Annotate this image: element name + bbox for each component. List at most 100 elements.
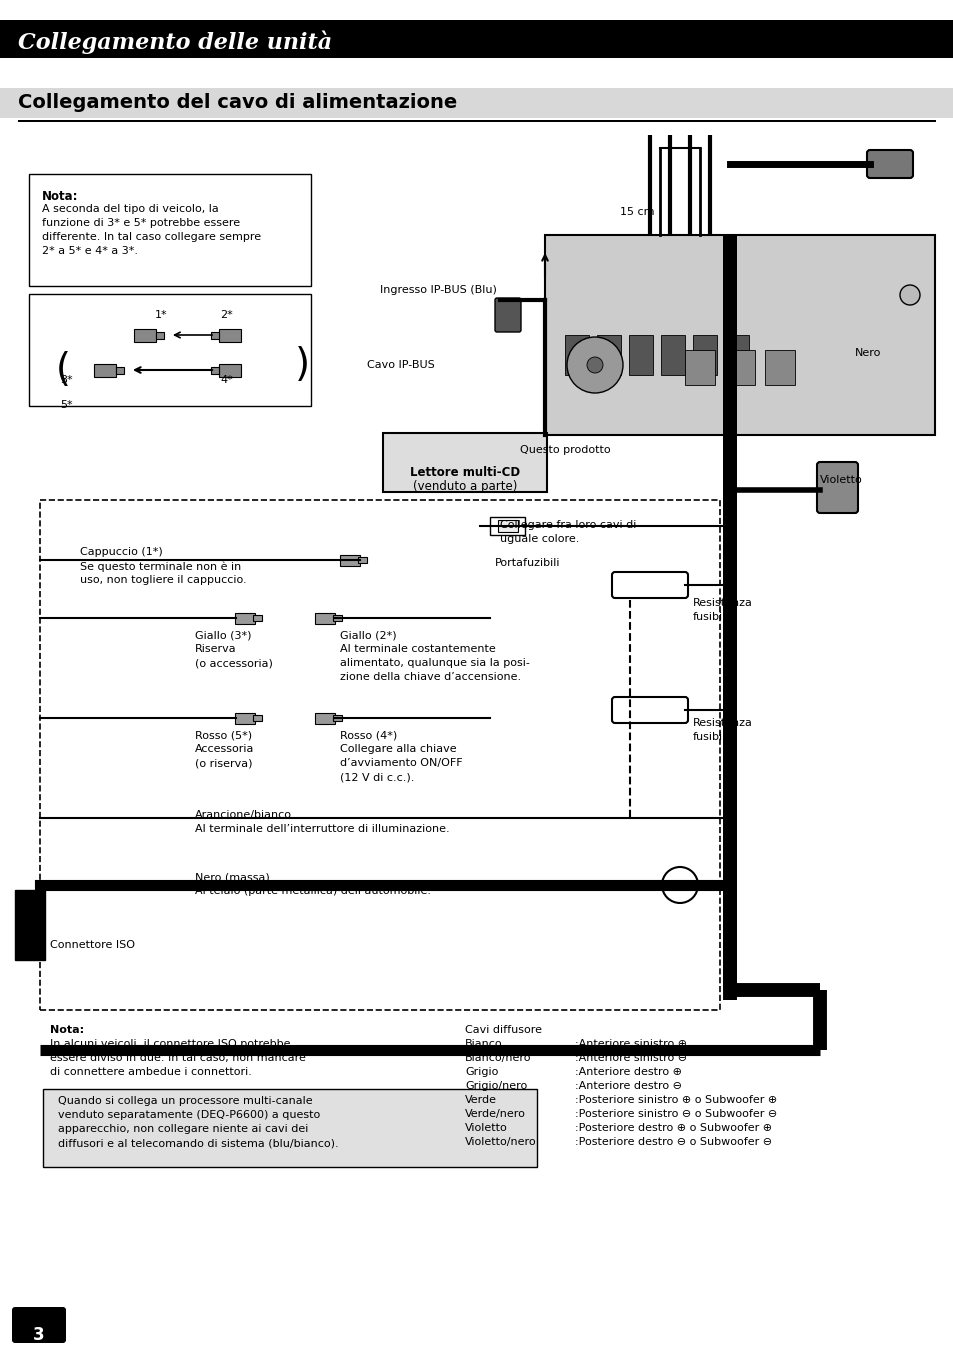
FancyBboxPatch shape [866,150,912,178]
Text: Violetto: Violetto [820,476,862,485]
Bar [40,500,720,1009]
Bar [497,520,517,533]
Circle shape [899,285,919,305]
Bar [660,335,684,375]
Bar [156,332,164,339]
Text: :Anteriore sinistro ⊕: :Anteriore sinistro ⊕ [575,1039,686,1049]
Text: 4*: 4* [220,375,233,385]
Text: 5*: 5* [60,400,72,411]
FancyBboxPatch shape [234,713,254,724]
Text: Questo prodotto: Questo prodotto [519,444,610,455]
Bar [219,328,241,341]
Text: Quando si collega un processore multi-canale: Quando si collega un processore multi-ca… [58,1096,313,1106]
Text: differente. In tal caso collegare sempre: differente. In tal caso collegare sempre [42,232,261,243]
FancyBboxPatch shape [334,615,342,621]
Text: Bianco/nero: Bianco/nero [464,1053,531,1064]
Text: Giallo (2*): Giallo (2*) [339,630,396,640]
Text: zione della chiave d’accensione.: zione della chiave d’accensione. [339,672,520,682]
Text: Collegare fra loro cavi di: Collegare fra loro cavi di [499,520,636,530]
Text: Nota:: Nota: [50,1024,84,1035]
Text: Cavi diffusore: Cavi diffusore [464,1024,541,1035]
Text: Violetto: Violetto [464,1123,507,1133]
FancyBboxPatch shape [234,612,254,623]
Text: (venduto a parte): (venduto a parte) [413,480,517,493]
FancyBboxPatch shape [612,696,687,724]
Bar [133,328,156,341]
Circle shape [586,356,602,373]
Text: Al telaio (parte metallica) dell’automobile.: Al telaio (parte metallica) dell’automob… [194,886,431,896]
Bar [764,350,794,385]
Bar [724,335,748,375]
Text: Al terminale dell’interruttore di illuminazione.: Al terminale dell’interruttore di illumi… [194,824,449,833]
Text: Al terminale costantemente: Al terminale costantemente [339,644,496,654]
Text: (o accessoria): (o accessoria) [194,659,273,668]
Text: Bianco: Bianco [464,1039,502,1049]
Text: :Posteriore sinistro ⊖ o Subwoofer ⊖: :Posteriore sinistro ⊖ o Subwoofer ⊖ [575,1108,777,1119]
Circle shape [661,867,698,902]
Text: uso, non togliere il cappuccio.: uso, non togliere il cappuccio. [80,575,247,585]
Text: :Posteriore sinistro ⊕ o Subwoofer ⊕: :Posteriore sinistro ⊕ o Subwoofer ⊕ [575,1095,777,1104]
Text: ): ) [294,346,310,383]
Text: fusibile: fusibile [692,612,732,622]
Bar [0,88,953,118]
Text: In alcuni veicoli, il connettore ISO potrebbe: In alcuni veicoli, il connettore ISO pot… [50,1039,291,1049]
Text: Riserva: Riserva [194,644,236,654]
Bar [0,20,953,58]
Bar [544,234,934,435]
Bar [15,890,45,959]
Bar [211,366,219,374]
FancyBboxPatch shape [43,1089,537,1167]
Text: Rosso (5*): Rosso (5*) [194,730,252,740]
FancyBboxPatch shape [29,294,311,406]
Text: Se questo terminale non è in: Se questo terminale non è in [80,561,241,572]
Bar [597,335,620,375]
FancyBboxPatch shape [253,715,262,721]
Text: Collegare alla chiave: Collegare alla chiave [339,744,456,753]
Text: Resistenza: Resistenza [692,598,752,608]
Text: Verde/nero: Verde/nero [464,1108,525,1119]
Text: Resistenza: Resistenza [692,718,752,728]
Circle shape [566,337,622,393]
Text: :Posteriore destro ⊕ o Subwoofer ⊕: :Posteriore destro ⊕ o Subwoofer ⊕ [575,1123,771,1133]
FancyBboxPatch shape [382,434,546,492]
Bar [692,335,717,375]
FancyBboxPatch shape [253,615,262,621]
Text: 15 cm: 15 cm [619,207,654,217]
Text: uguale colore.: uguale colore. [499,534,578,543]
FancyBboxPatch shape [495,298,520,332]
Text: Nero (massa): Nero (massa) [194,873,270,882]
Text: A seconda del tipo di veicolo, la: A seconda del tipo di veicolo, la [42,205,218,214]
Bar [684,350,714,385]
FancyBboxPatch shape [816,462,857,514]
Text: Violetto/nero: Violetto/nero [464,1137,536,1146]
Bar [628,335,652,375]
Text: Connettore ISO: Connettore ISO [50,940,135,950]
Bar [219,363,241,377]
Text: diffusori e al telecomando di sistema (blu/bianco).: diffusori e al telecomando di sistema (b… [58,1138,338,1148]
Bar [490,518,524,535]
Text: d’avviamento ON/OFF: d’avviamento ON/OFF [339,757,462,768]
Bar [94,363,116,377]
Text: Nota:: Nota: [42,190,78,203]
Text: Portafuzibili: Portafuzibili [495,558,560,568]
Text: ): ) [50,346,65,383]
Text: Ingresso IP-BUS (Blu): Ingresso IP-BUS (Blu) [379,285,497,295]
FancyBboxPatch shape [612,572,687,598]
Text: Collegamento del cavo di alimentazione: Collegamento del cavo di alimentazione [18,92,456,111]
Text: Grigio/nero: Grigio/nero [464,1081,527,1091]
Text: Accessoria: Accessoria [194,744,254,753]
Text: Grigio: Grigio [464,1066,497,1077]
Text: Verde: Verde [464,1095,497,1104]
FancyBboxPatch shape [334,715,342,721]
Bar [18,119,935,122]
Text: funzione di 3* e 5* potrebbe essere: funzione di 3* e 5* potrebbe essere [42,218,240,228]
Bar [564,335,588,375]
Text: Cappuccio (1*): Cappuccio (1*) [80,547,163,557]
Text: Lettore multi-CD: Lettore multi-CD [410,466,519,480]
Text: di connettere ambedue i connettori.: di connettere ambedue i connettori. [50,1066,252,1077]
FancyBboxPatch shape [314,612,335,623]
Bar [724,350,754,385]
Text: fusibile: fusibile [692,732,732,743]
FancyBboxPatch shape [12,1308,66,1343]
FancyBboxPatch shape [314,713,335,724]
